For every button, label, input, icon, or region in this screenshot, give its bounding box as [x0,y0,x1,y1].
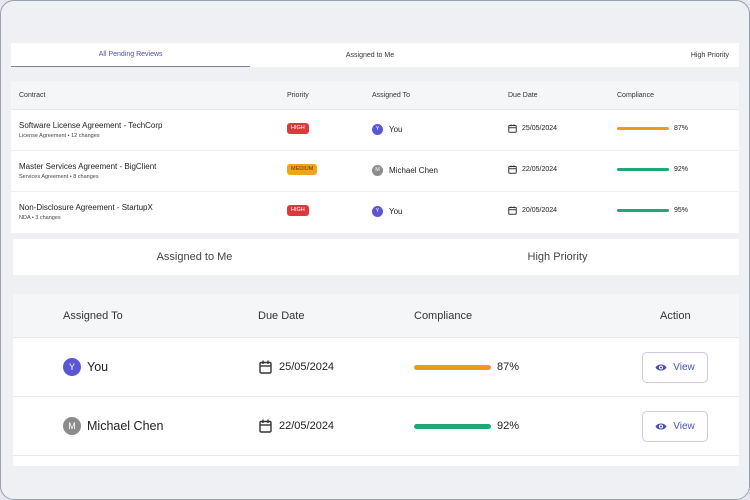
eye-icon [655,364,667,371]
calendar-icon [259,419,272,433]
header-assigned-to: Assigned To [372,92,411,99]
compliance-value: 92% [674,166,689,173]
priority-badge: HIGH [287,205,309,216]
header-priority: Priority [287,92,309,99]
compliance-value: 87% [497,361,520,373]
zoomed-tabs: Assigned to Me High Priority [13,239,739,275]
contract-subtitle: Services Agreement • 8 changes [19,174,99,180]
contracts-table: Contract Priority Assigned To Due Date C… [11,81,739,233]
header-action: Action [660,310,691,322]
calendar-icon [259,360,272,374]
contract-title[interactable]: Non-Disclosure Agreement - StartupX [19,203,153,212]
tab-assigned-to-me[interactable]: Assigned to Me [345,51,395,59]
due-date: 25/05/2024 [279,361,335,373]
table-header: Contract Priority Assigned To Due Date C… [11,81,739,110]
view-button-label: View [673,421,695,432]
table-row[interactable]: Y You 25/05/2024 87% View [13,338,739,397]
compliance-value: 87% [674,125,689,132]
calendar-icon [508,206,517,215]
review-tabs: All Pending Reviews Assigned to Me High … [11,43,739,67]
header-contract: Contract [19,92,46,99]
tab-high-priority[interactable]: High Priority [690,51,729,59]
compliance-bar [414,424,491,429]
table-row[interactable]: Non-Disclosure Agreement - StartupX NDA … [11,192,739,233]
table-row[interactable]: M Michael Chen 22/05/2024 92% View [13,397,739,456]
table-row[interactable]: Master Services Agreement - BigClient Se… [11,151,739,192]
compliance-bar [617,127,669,130]
header-compliance: Compliance [414,310,473,322]
assignee-name: You [389,207,403,216]
avatar: Y [63,358,81,376]
due-date: 22/05/2024 [279,420,335,432]
assignee-name: Michael Chen [87,419,164,433]
table-row[interactable]: Software License Agreement - TechCorp Li… [11,110,739,151]
avatar: M [372,165,383,176]
tab-all-pending-reviews[interactable]: All Pending Reviews [11,43,251,67]
assignee-name: Michael Chen [389,166,438,175]
header-assigned-to: Assigned To [63,310,123,322]
compliance-bar [617,209,669,212]
avatar: Y [372,124,383,135]
contract-subtitle: NDA • 3 changes [19,215,61,221]
compliance-value: 92% [497,420,520,432]
compliance-bar [414,365,491,370]
assignee-name: You [87,360,109,374]
due-date: 20/05/2024 [522,207,558,214]
zoomed-table: Assigned To Due Date Compliance Action Y… [13,294,739,466]
view-button[interactable]: View [642,411,708,442]
view-button[interactable]: View [642,352,708,383]
header-due-date: Due Date [258,310,305,322]
tab-assigned-to-me-zoomed[interactable]: Assigned to Me [156,251,233,263]
table-header: Assigned To Due Date Compliance Action [13,294,739,338]
contract-title[interactable]: Software License Agreement - TechCorp [19,121,163,130]
due-date: 25/05/2024 [522,125,558,132]
due-date: 22/05/2024 [522,166,558,173]
avatar: Y [372,206,383,217]
avatar: M [63,417,81,435]
compliance-value: 95% [674,207,689,214]
contract-title[interactable]: Master Services Agreement - BigClient [19,162,157,171]
calendar-icon [508,165,517,174]
priority-badge: HIGH [287,123,309,134]
tab-high-priority-zoomed[interactable]: High Priority [527,251,588,263]
assignee-name: You [389,125,403,134]
eye-icon [655,423,667,430]
compliance-bar [617,168,669,171]
header-due-date: Due Date [508,92,538,99]
header-compliance: Compliance [617,92,654,99]
priority-badge: MEDIUM [287,164,318,175]
calendar-icon [508,124,517,133]
view-button-label: View [673,362,695,373]
contract-subtitle: License Agreement • 12 changes [19,133,100,139]
